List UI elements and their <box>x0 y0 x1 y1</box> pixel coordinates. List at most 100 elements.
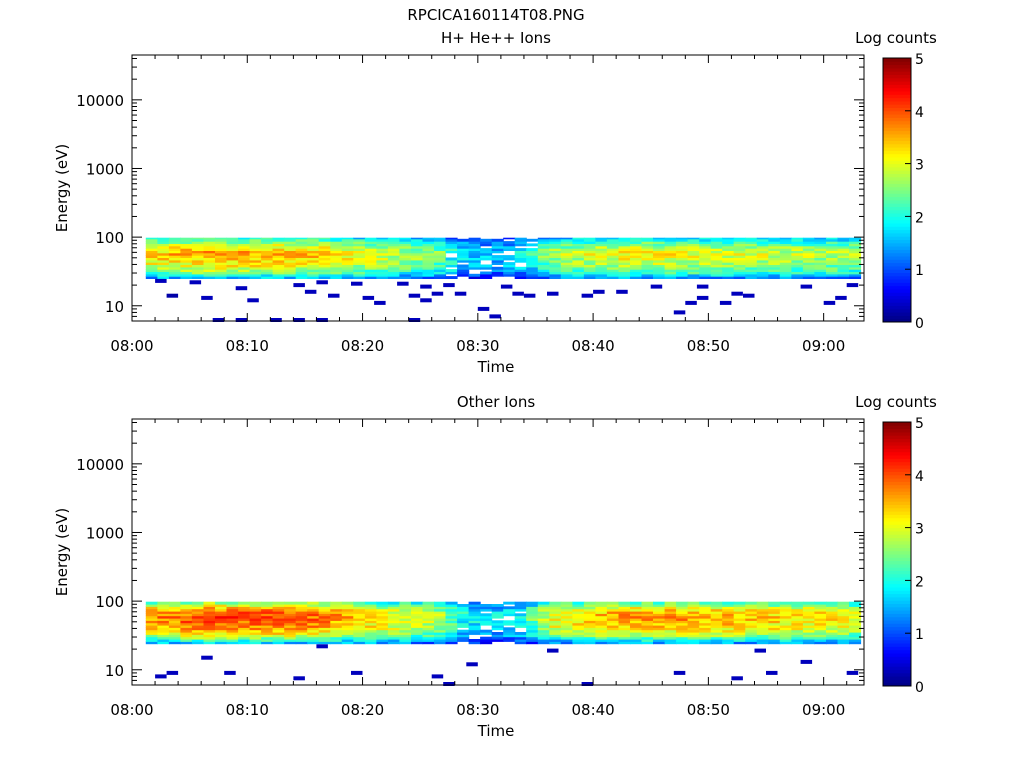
heatmap-cell <box>710 262 723 265</box>
heatmap-cell <box>180 622 193 626</box>
y-tick-label: 1000 <box>86 524 124 542</box>
heatmap-cell <box>307 641 320 645</box>
heatmap-cell <box>731 291 743 296</box>
heatmap-cell <box>756 241 769 244</box>
heatmap-cell <box>387 255 400 258</box>
heatmap-cell <box>814 237 827 240</box>
heatmap-cell <box>699 243 712 247</box>
heatmap-cell <box>284 618 297 621</box>
heatmap-cell <box>295 636 308 640</box>
heatmap-cell <box>572 639 585 642</box>
heatmap-cell <box>307 255 320 258</box>
heatmap-cell <box>468 641 481 645</box>
heatmap-cell <box>676 608 689 612</box>
heatmap-cell <box>226 245 239 249</box>
heatmap-cell <box>422 255 435 258</box>
heatmap-cell <box>731 676 743 681</box>
heatmap-cell <box>376 269 389 272</box>
x-tick-label: 08:20 <box>341 337 384 355</box>
heatmap-cell <box>387 241 400 244</box>
heatmap-cell <box>491 238 504 242</box>
heatmap-cell <box>756 248 769 251</box>
heatmap-cell <box>606 257 619 261</box>
heatmap-cell <box>653 262 666 265</box>
heatmap-cell <box>572 237 585 240</box>
y-tick-label: 100 <box>95 593 124 611</box>
heatmap-cell <box>537 243 550 247</box>
colorbar-swatch <box>883 544 911 548</box>
heatmap-cell <box>722 257 735 261</box>
heatmap-cell <box>653 276 666 279</box>
heatmap-cell <box>422 259 435 263</box>
plot-frame <box>131 54 865 322</box>
heatmap-cell <box>710 634 723 638</box>
heatmap-cell <box>284 250 297 254</box>
heatmap-cell <box>722 632 735 635</box>
colorbar-swatch <box>883 659 911 664</box>
colorbar-swatch <box>883 455 911 459</box>
heatmap-cell <box>618 266 631 270</box>
heatmap-cell <box>318 639 331 642</box>
heatmap-cell <box>249 238 262 242</box>
heatmap-cell <box>353 606 366 610</box>
heatmap-cell <box>295 608 308 612</box>
heatmap-cell <box>238 613 251 617</box>
heatmap-cell <box>526 259 539 263</box>
heatmap-cell <box>595 641 608 645</box>
heatmap-cell <box>341 641 354 645</box>
heatmap-cell <box>549 269 562 272</box>
heatmap-cell <box>249 641 262 645</box>
heatmap-cell <box>583 238 596 242</box>
heatmap-cell <box>341 622 354 626</box>
heatmap-cell <box>399 250 412 254</box>
heatmap-cell <box>261 237 274 240</box>
heatmap-cell <box>768 243 781 247</box>
heatmap-cell <box>676 248 689 251</box>
heatmap-cell <box>699 613 712 617</box>
heatmap-cell <box>284 629 297 633</box>
heatmap-cell <box>687 636 700 640</box>
heatmap-cell <box>491 611 504 614</box>
heatmap-cell <box>722 622 735 626</box>
heatmap-cell <box>491 250 504 254</box>
colorbar-swatch <box>883 478 911 482</box>
heatmap-cell <box>168 606 181 610</box>
colorbar-swatch <box>883 193 911 198</box>
heatmap-cell <box>261 241 274 244</box>
heatmap-cell <box>549 620 562 624</box>
heatmap-cell <box>733 604 746 607</box>
heatmap-cell <box>849 601 862 605</box>
heatmap-cell <box>766 670 778 675</box>
colorbar-swatch <box>883 71 911 75</box>
heatmap-cell <box>215 604 228 607</box>
heatmap-cell <box>514 636 527 640</box>
heatmap-cell <box>261 641 274 645</box>
heatmap-cell <box>802 632 815 635</box>
heatmap-cell <box>376 611 389 614</box>
colorbar-swatch <box>883 504 911 509</box>
heatmap-cell <box>791 636 804 640</box>
heatmap-cell <box>238 243 251 247</box>
heatmap-cell <box>411 259 424 263</box>
heatmap-cell <box>641 606 654 610</box>
heatmap-cell <box>791 269 804 272</box>
heatmap-cell <box>549 615 562 619</box>
heatmap-cell <box>364 255 377 258</box>
heatmap-cell <box>328 293 340 298</box>
heatmap-cell <box>676 257 689 261</box>
heatmap-cell <box>399 237 412 240</box>
heatmap-cell <box>226 243 239 247</box>
heatmap-cell <box>549 641 562 645</box>
heatmap-cell <box>180 241 193 244</box>
heatmap-cell <box>249 237 262 240</box>
heatmap-cell <box>387 627 400 631</box>
heatmap-cell <box>722 625 735 628</box>
heatmap-cell <box>364 601 377 605</box>
heatmap-cell <box>180 625 193 628</box>
heatmap-cell <box>699 604 712 607</box>
heatmap-cell <box>261 620 274 624</box>
heatmap-cell <box>284 238 297 242</box>
heatmap-cell <box>699 601 712 605</box>
heatmap-cell <box>826 641 839 645</box>
colorbar-swatch <box>883 593 911 598</box>
